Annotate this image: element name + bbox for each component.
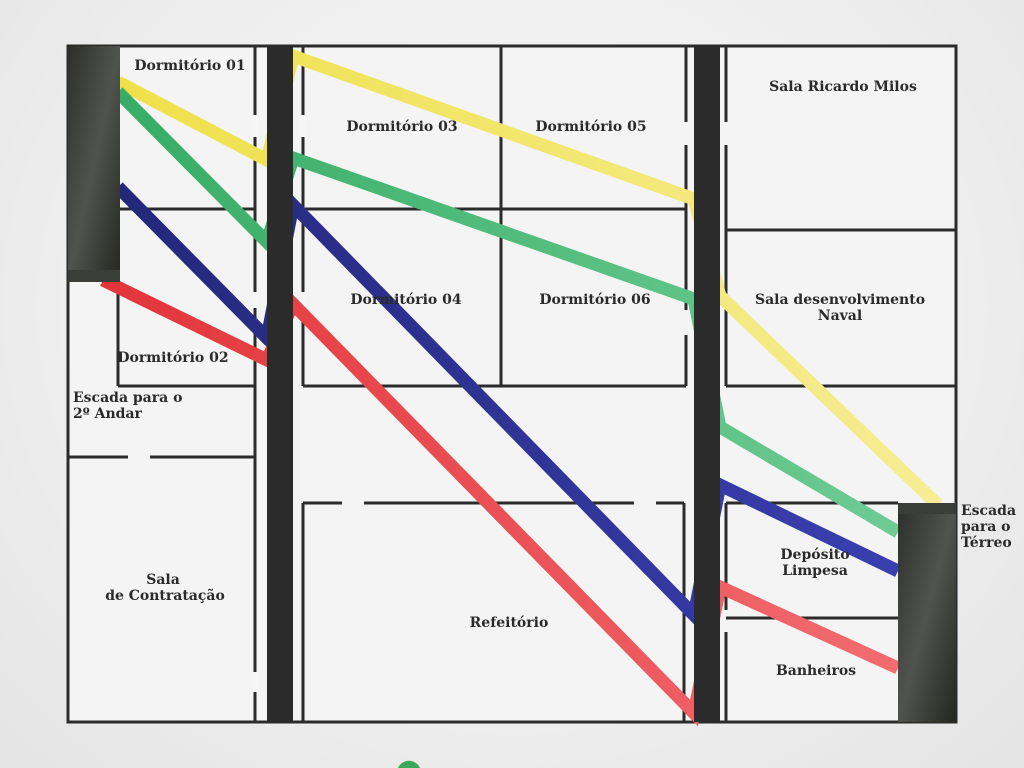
label-sala-ricardo-milos: Sala Ricardo Milos	[769, 79, 917, 95]
evacuation-routes	[100, 47, 943, 727]
corridor-wall-left-overlay	[267, 46, 293, 722]
route-red	[100, 274, 901, 727]
label-dormitorio-02: Dormitório 02	[117, 350, 228, 366]
door-gaps	[252, 115, 306, 692]
label-escada-2-andar-line2: 2º Andar	[73, 406, 143, 422]
door-gap	[299, 115, 306, 137]
label-sala-desenvolvimento-naval: Naval	[818, 308, 862, 324]
label-dormitorio-04: Dormitório 04	[350, 292, 461, 308]
route-green	[113, 87, 902, 538]
label-escada-terreo-line2: para o	[961, 519, 1011, 535]
staircase-2nd-floor-base	[68, 270, 120, 282]
label-escada-2-andar: Escada para o	[73, 390, 182, 406]
label-banheiros: Banheiros	[776, 663, 856, 679]
label-dormitorio-05: Dormitório 05	[535, 119, 646, 135]
route-blue	[113, 182, 901, 629]
outer-wall	[66, 44, 958, 724]
door-gap	[252, 115, 259, 137]
label-deposito-limpesa: Limpesa	[782, 563, 848, 579]
route-yellow	[114, 47, 943, 510]
label-sala-contratacao-line2: de Contratação	[105, 587, 225, 604]
green-marker-icon	[398, 760, 420, 768]
label-dormitorio-01: Dormitório 01	[134, 58, 245, 74]
label-sala-contratacao: Sala	[146, 572, 180, 588]
room-labels: Dormitório 01 Dormitório 02 Dormitório 0…	[73, 58, 1016, 679]
door-gap	[252, 672, 259, 692]
label-refeitorio: Refeitório	[470, 615, 549, 631]
label-dormitorio-06: Dormitório 06	[539, 292, 650, 308]
label-dormitorio-03: Dormitório 03	[346, 119, 457, 135]
door-gap	[299, 292, 306, 308]
staircase-ground-floor-top	[898, 503, 956, 514]
label-sala-desenvolvimento: Sala desenvolvimento	[755, 292, 925, 308]
label-escada-terreo: Escada	[961, 503, 1016, 519]
door-gap	[252, 292, 259, 308]
label-escada-terreo-line3: Térreo	[961, 535, 1012, 551]
corridor-wall-right-overlay	[694, 46, 720, 722]
staircase-2nd-floor	[68, 46, 120, 282]
label-deposito: Depósito	[780, 547, 849, 563]
staircase-ground-floor	[898, 503, 956, 722]
